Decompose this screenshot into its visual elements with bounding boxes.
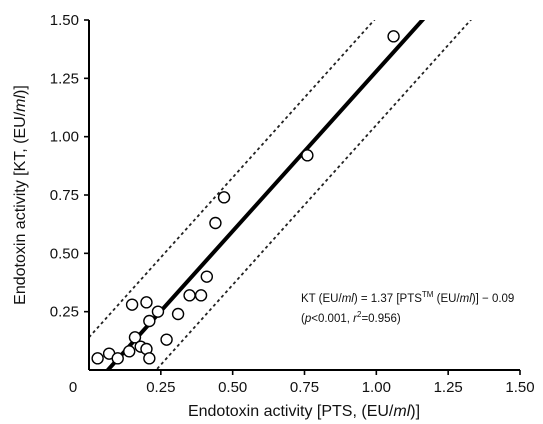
data-point	[183, 289, 196, 302]
stats-r-exp: 2	[357, 310, 362, 319]
data-point	[194, 289, 208, 302]
x-tick-label: 0.50	[218, 379, 247, 396]
y-tick-label: 0.75	[50, 187, 79, 204]
x-tick-label: 1.00	[362, 379, 391, 396]
eq-ml-1: ml	[342, 293, 355, 305]
x-tick-label: 0.75	[290, 379, 319, 396]
data-point	[151, 305, 165, 318]
data-point	[125, 298, 139, 311]
y-axis-label-main: Endotoxin activity [KT, (EU/	[12, 111, 29, 305]
x-tick-label: 0.25	[146, 379, 175, 396]
eq-ml-2: ml	[460, 293, 473, 305]
stats-r-val: =0.956)	[361, 313, 400, 325]
x-tick-label: 1.50	[505, 379, 534, 396]
x-axis-label-main: Endotoxin activity [PTS, (EU/	[188, 403, 394, 420]
y-tick-label: 0.25	[50, 304, 79, 321]
eq-mid: ) = 1.37 [PTS	[354, 293, 422, 305]
data-point	[123, 345, 136, 358]
eq-prefix: KT (EU/	[301, 293, 342, 305]
y-tick-label: 1.00	[50, 129, 79, 146]
y-tick-label: 1.50	[50, 12, 79, 29]
data-point	[91, 352, 104, 365]
upper-confidence-line	[89, 20, 376, 338]
data-point	[200, 270, 214, 283]
eq-mid2: (EU/	[433, 293, 460, 305]
y-tick-label: 1.25	[50, 70, 79, 87]
data-point	[111, 352, 124, 365]
x-tick-label: 1.25	[434, 379, 463, 396]
data-point	[160, 333, 173, 346]
data-point	[387, 30, 400, 43]
annotation-stats: (p<0.001, r2=0.956)	[301, 310, 401, 325]
data-point	[143, 352, 156, 365]
x-axis-label-ml: ml	[393, 403, 410, 420]
y-axis-label-end: )]	[12, 85, 29, 95]
stats-p-val: <0.001,	[311, 313, 353, 325]
data-point	[171, 307, 185, 321]
stats-open: (	[301, 313, 305, 325]
eq-end: )] − 0.09	[472, 293, 515, 305]
data-point	[217, 191, 231, 204]
x-tick-label: 0	[69, 379, 77, 396]
y-axis-label: Endotoxin activity [KT, (EU/ml)]	[12, 85, 29, 305]
x-axis-label: Endotoxin activity [PTS, (EU/ml)]	[188, 403, 420, 420]
annotation-equation: KT (EU/ml) = 1.37 [PTSTM (EU/ml)] − 0.09	[301, 290, 514, 305]
data-point	[301, 149, 314, 162]
stats-p: p	[304, 313, 312, 325]
eq-tm: TM	[422, 290, 434, 299]
y-tick-label: 0.50	[50, 245, 79, 262]
data-point	[143, 314, 156, 328]
data-point	[140, 296, 153, 309]
data-point	[128, 331, 142, 344]
y-axis-label-ml: ml	[12, 95, 29, 112]
regression-line	[105, 20, 426, 370]
data-point	[209, 216, 222, 230]
x-axis-label-end: )]	[410, 403, 420, 420]
stats-r: r	[353, 313, 358, 325]
